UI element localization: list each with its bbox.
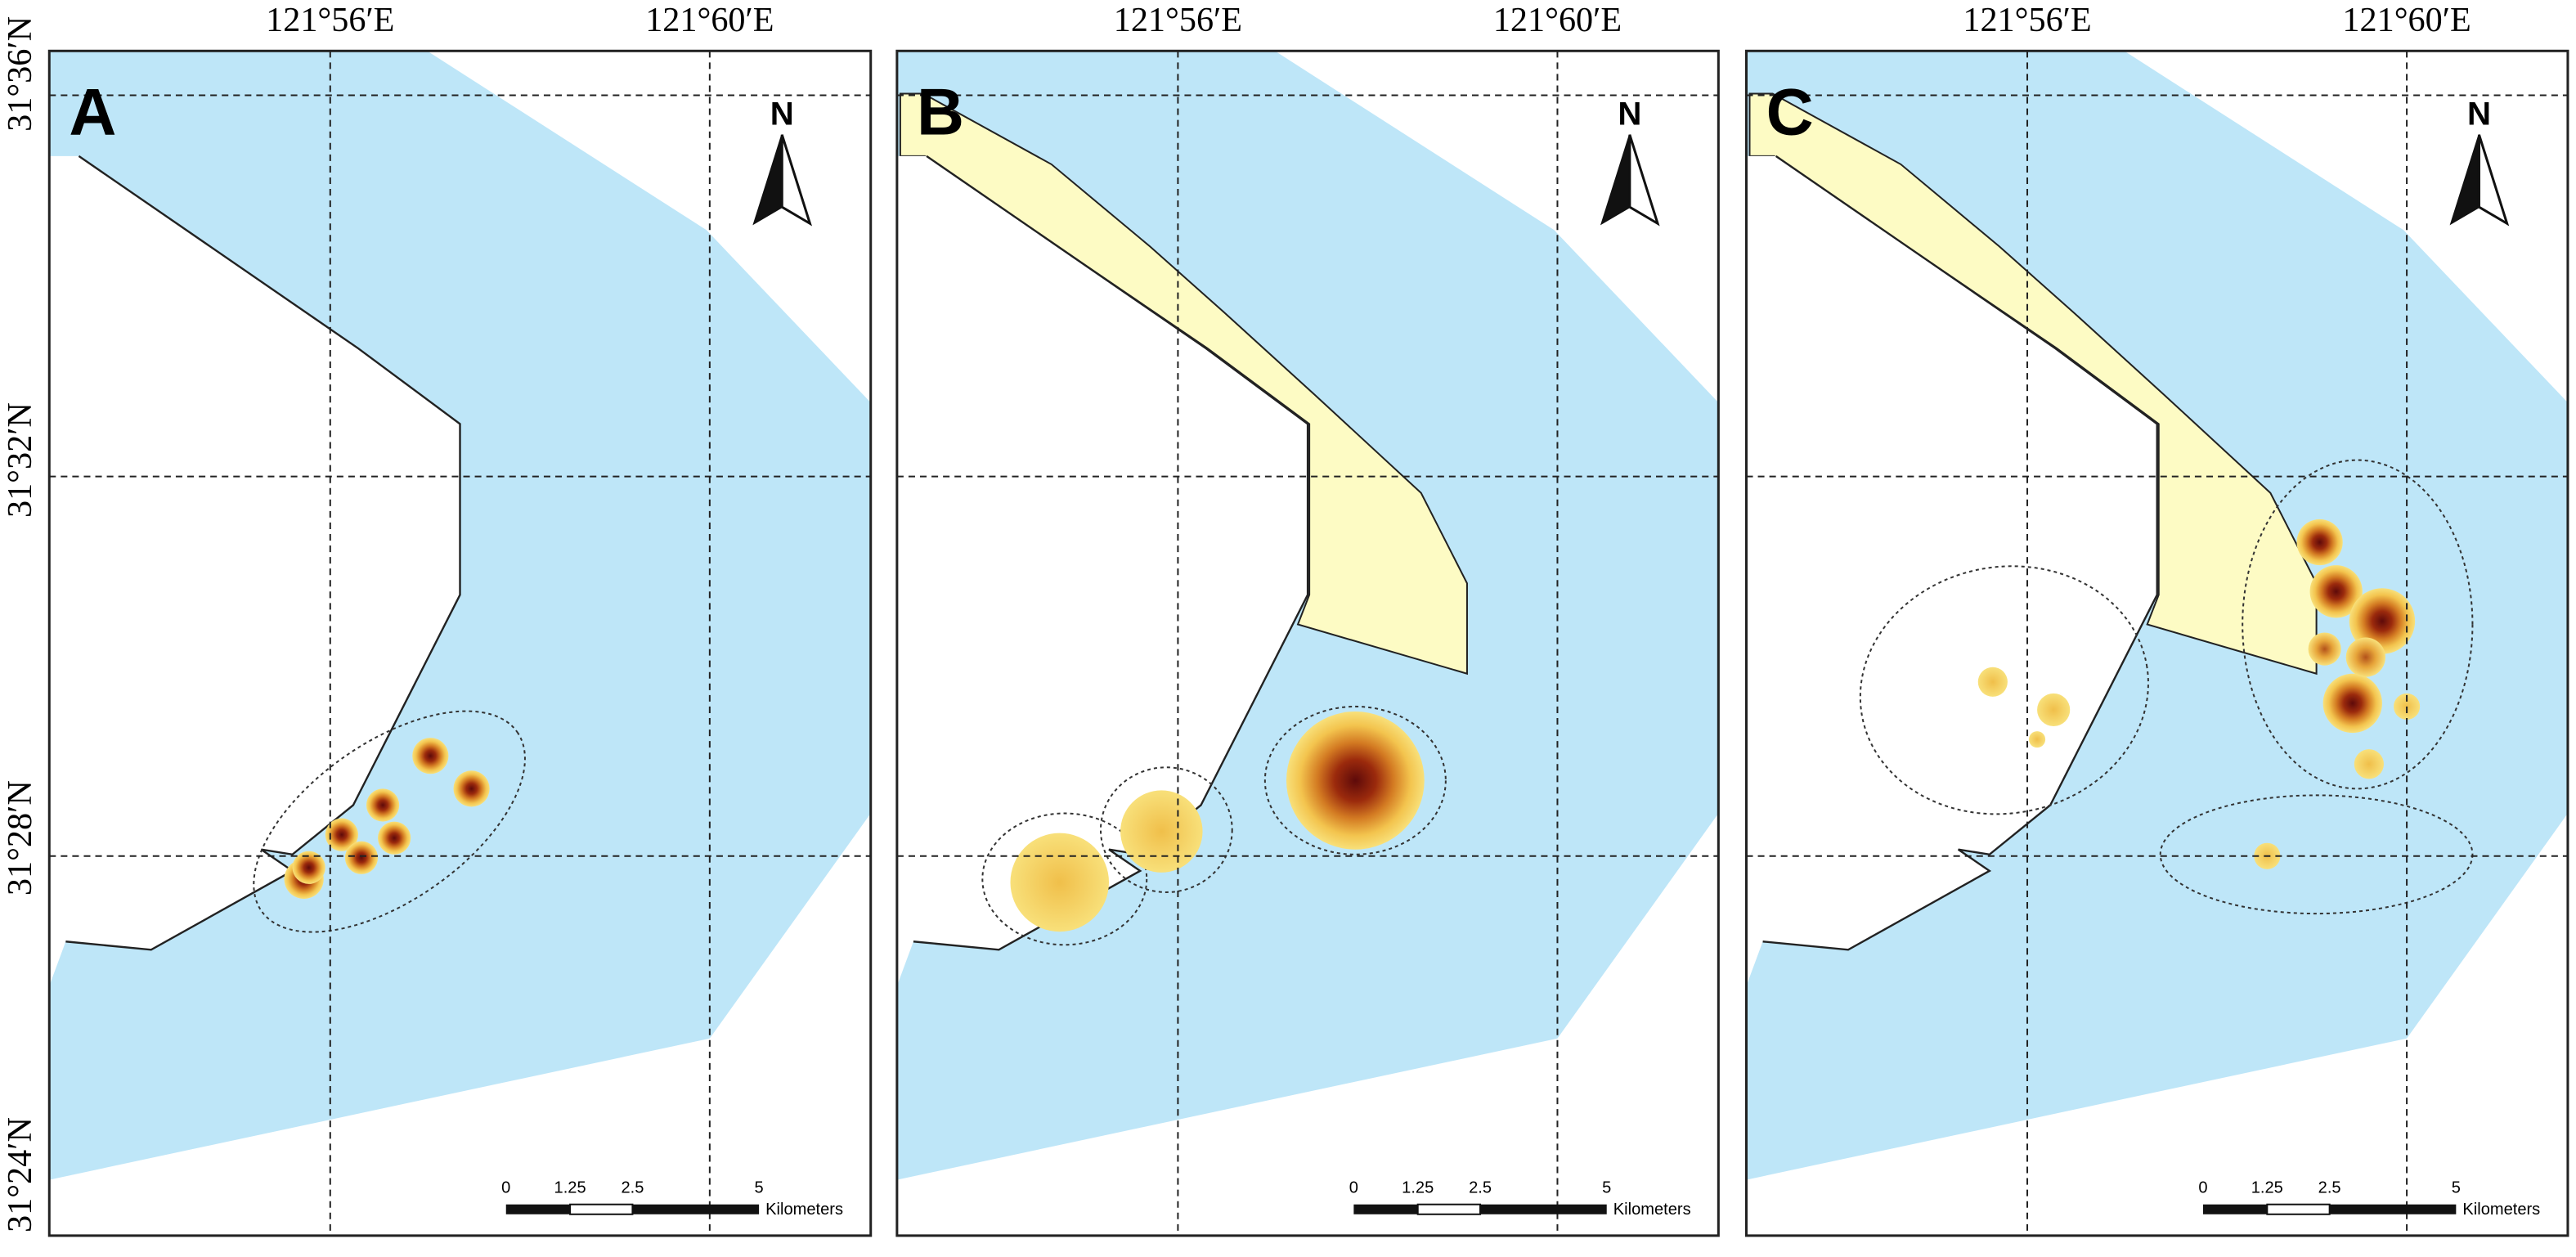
x-coordinate-label: 121°60′E: [1493, 1, 1622, 39]
scale-bar-segment: [2202, 1204, 2268, 1214]
density-hotspot: [292, 851, 325, 884]
north-label: N: [2467, 96, 2491, 132]
density-hotspot: [2308, 632, 2341, 666]
north-label: N: [1618, 96, 1641, 132]
scale-label: 5: [2452, 1179, 2461, 1197]
density-hotspot: [325, 818, 358, 851]
scale-bar-segment: [505, 1204, 571, 1214]
scale-bar-segment: [2329, 1204, 2457, 1214]
scale-label: 2.5: [621, 1179, 644, 1197]
panel-content: [49, 51, 871, 1236]
density-hotspot: [2354, 749, 2384, 779]
y-coordinate-label: 31°36′N: [1, 16, 39, 132]
scale-label: 2.5: [2318, 1179, 2341, 1197]
scale-label: 0: [1349, 1179, 1358, 1197]
y-coordinate-label: 31°24′N: [1, 1117, 39, 1232]
density-envelope: [1099, 766, 1233, 893]
panel-label: C: [1766, 76, 1814, 150]
x-coordinate-label: 121°56′E: [1963, 1, 2091, 39]
land-area: [49, 155, 460, 986]
density-hotspot: [344, 841, 379, 874]
scale-bar-segment: [569, 1203, 634, 1215]
scale-label: 1.25: [554, 1179, 586, 1197]
density-envelope: [2242, 459, 2474, 790]
density-hotspot: [1286, 711, 1425, 850]
land-area: [1746, 155, 2157, 986]
scale-label: 0: [2198, 1179, 2207, 1197]
panel-label: B: [917, 76, 964, 150]
panel-frame: [895, 49, 1720, 1237]
y-coordinate-label: 31°32′N: [1, 402, 39, 518]
density-hotspot: [2345, 637, 2385, 677]
density-hotspot: [453, 770, 490, 807]
density-hotspot: [366, 788, 400, 822]
coastline: [65, 155, 461, 951]
scale-label: 0: [501, 1179, 510, 1197]
coastline: [1762, 155, 2158, 951]
north-label: N: [770, 96, 794, 132]
x-coordinate-label: 121°60′E: [2342, 1, 2471, 39]
scale-bar-segment: [2266, 1203, 2331, 1215]
scale-bar-segment: [632, 1204, 760, 1214]
density-hotspot: [2322, 673, 2382, 734]
density-envelope: [1859, 565, 2149, 815]
scale-label: 5: [1602, 1179, 1611, 1197]
density-hotspot: [412, 738, 449, 774]
density-hotspot: [1120, 790, 1203, 873]
scale-unit: Kilometers: [1613, 1201, 1691, 1219]
scale-bar-segment: [1480, 1204, 1607, 1214]
scale-label: 5: [755, 1179, 764, 1197]
x-coordinate-label: 121°56′E: [1114, 1, 1242, 39]
density-envelope: [2159, 794, 2474, 915]
density-hotspot: [2296, 519, 2343, 566]
density-hotspot: [1977, 667, 2008, 697]
north-arrow-right: [2477, 134, 2510, 227]
x-coordinate-label: 121°60′E: [645, 1, 774, 39]
scale-bar-segment: [1353, 1204, 1418, 1214]
density-envelope: [1263, 705, 1447, 855]
y-coordinate-label: 31°28′N: [1, 780, 39, 896]
scale-label: 1.25: [2251, 1179, 2283, 1197]
north-arrow-right: [1628, 134, 1660, 227]
panel-label: A: [69, 76, 116, 150]
panel-content: [1746, 51, 2568, 1236]
scale-label: 2.5: [1469, 1179, 1492, 1197]
x-coordinate-label: 121°56′E: [266, 1, 394, 39]
panel-frame: [47, 49, 873, 1237]
density-hotspot: [2029, 731, 2046, 748]
scale-unit: Kilometers: [765, 1201, 843, 1219]
density-hotspot: [2309, 565, 2363, 618]
scale-bar-segment: [1416, 1203, 1482, 1215]
density-hotspot: [378, 821, 411, 855]
north-arrow-right: [780, 134, 813, 227]
density-envelope: [253, 710, 526, 933]
scale-label: 1.25: [1402, 1179, 1434, 1197]
scale-unit: Kilometers: [2462, 1201, 2540, 1219]
density-hotspot: [1010, 833, 1110, 932]
panel-frame: [1744, 49, 2569, 1237]
density-hotspot: [2037, 693, 2071, 727]
panel-content: [896, 51, 1719, 1236]
density-envelope: [981, 812, 1148, 946]
